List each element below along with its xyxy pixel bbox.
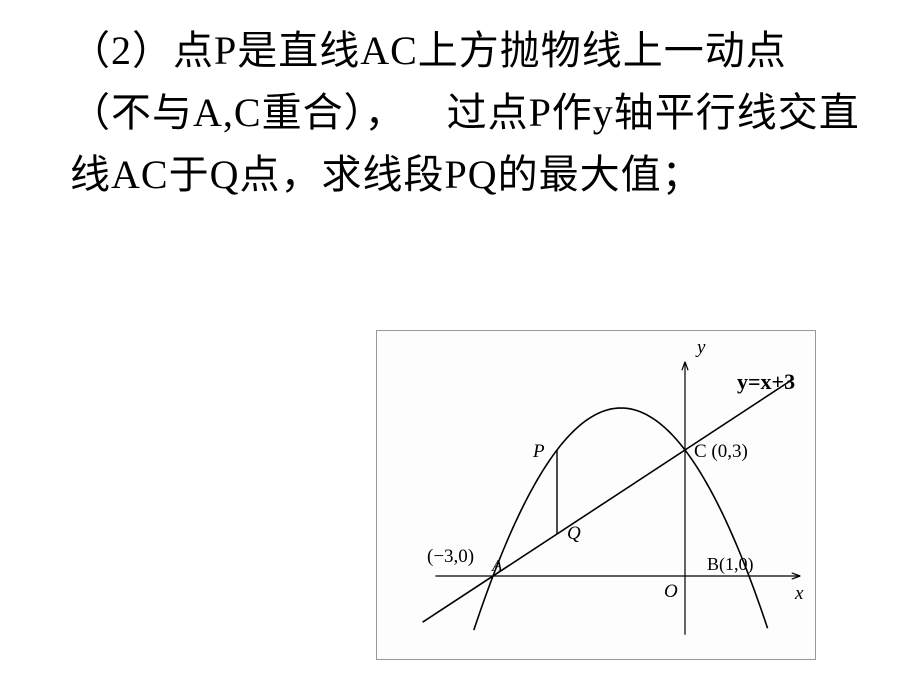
graph-figure: y x y=x+3 (−3,0) A B(1,0) C (0,3) O P Q bbox=[376, 330, 816, 660]
label-C: C (0,3) bbox=[694, 441, 748, 463]
label-Q: Q bbox=[567, 523, 581, 545]
label-B: B(1,0) bbox=[707, 554, 754, 575]
line-equation: y=x+3 bbox=[737, 369, 795, 395]
label-O: O bbox=[664, 581, 678, 603]
label-A: A bbox=[492, 556, 502, 576]
label-A-coord: (−3,0) bbox=[427, 546, 474, 568]
problem-text: （2）点P是直线AC上方抛物线上一动点（不与A,C重合）， 过点P作y轴平行线交… bbox=[70, 20, 860, 206]
x-axis-label: x bbox=[795, 583, 803, 605]
label-P: P bbox=[533, 441, 545, 463]
y-axis-label: y bbox=[697, 337, 705, 359]
